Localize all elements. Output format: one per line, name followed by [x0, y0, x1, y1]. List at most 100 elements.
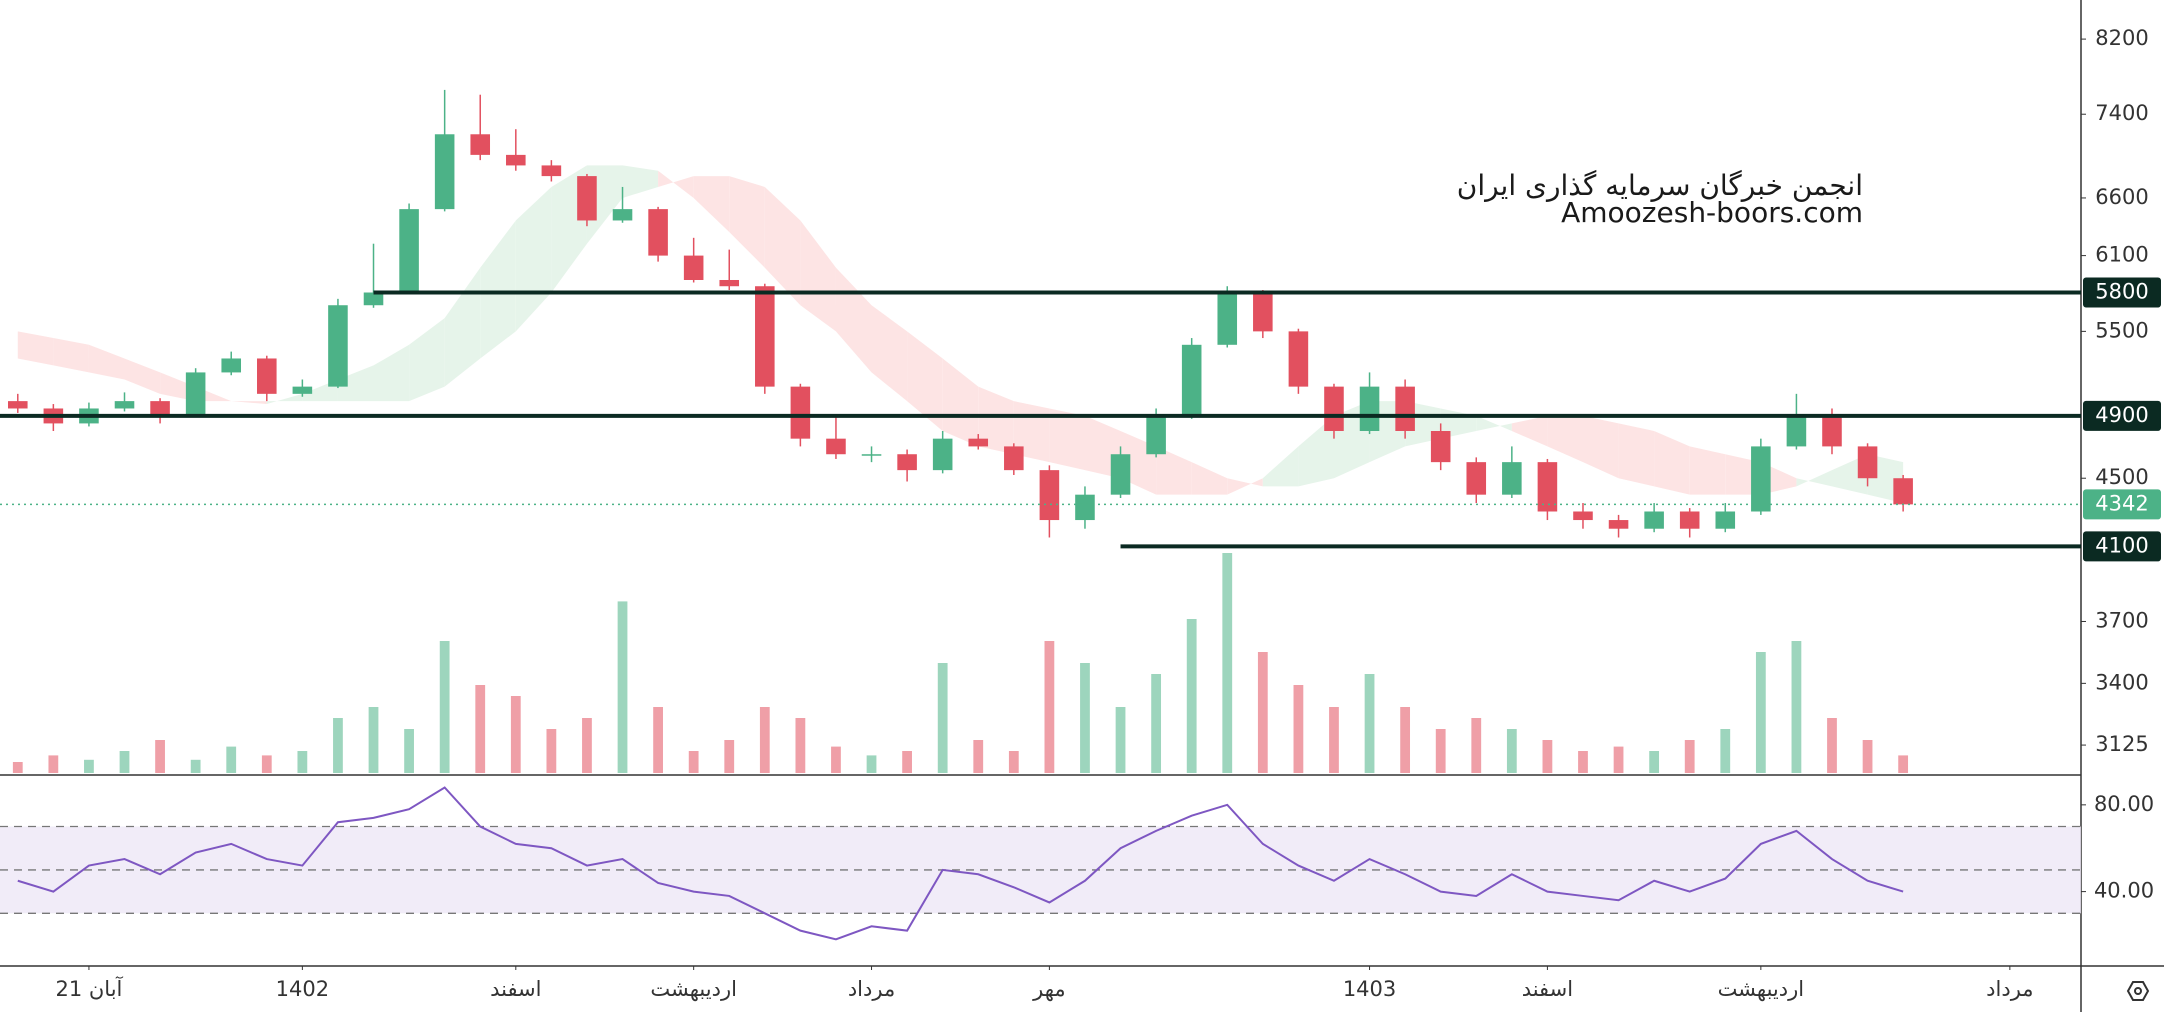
cloud-segment	[337, 365, 374, 402]
candle-body	[826, 438, 846, 455]
volume-bar	[1720, 729, 1731, 773]
cloud-segment	[124, 358, 161, 394]
x-tick-label: مرداد	[848, 977, 895, 1001]
volume-bar	[653, 707, 663, 773]
volume-bar	[1471, 718, 1482, 773]
candle-body	[363, 292, 384, 306]
y-tick-label: 7400	[2095, 101, 2148, 125]
candle-body	[1893, 478, 1913, 505]
cloud-segment	[1796, 470, 1832, 487]
level-label-box	[2083, 277, 2161, 308]
candle-body	[1466, 462, 1487, 495]
volume-bar	[261, 755, 272, 773]
volume-bar	[1222, 553, 1233, 773]
volume-bar	[1898, 755, 1909, 773]
volume-bar	[1649, 751, 1660, 773]
x-tick-label: 1403	[1343, 977, 1396, 1001]
cloud-segment	[231, 401, 267, 405]
volume-bar	[1684, 740, 1695, 773]
volume-bar	[617, 601, 628, 773]
volume-bar	[119, 751, 130, 773]
candle-body	[1751, 446, 1771, 512]
watermark: انجمن خبرگان سرمایه گذاری ایران	[1457, 169, 1863, 202]
candle-body	[1679, 511, 1700, 529]
cloud-segment	[1262, 446, 1299, 487]
volume-bar	[1755, 652, 1766, 773]
candle-body	[1039, 470, 1060, 521]
volume-bar	[1506, 729, 1517, 773]
x-tick-label: 1402	[276, 977, 329, 1001]
candle-body	[1181, 344, 1202, 416]
candle-body	[541, 165, 562, 177]
volume-bar	[1364, 674, 1375, 773]
candle-body	[932, 438, 953, 471]
settings-icon-dot	[2134, 987, 2142, 995]
volume-bar	[297, 751, 308, 773]
volume-bar	[937, 663, 948, 773]
candle-body	[257, 358, 277, 394]
candle-body	[790, 386, 811, 439]
watermark: Amoozesh-boors.com	[1561, 196, 1863, 229]
candle-body	[1822, 415, 1842, 447]
cloud-segment	[764, 186, 801, 306]
y-tick-label: 4500	[2095, 465, 2148, 489]
volume-bar	[1115, 707, 1126, 773]
candle-body	[1146, 415, 1166, 455]
volume-bar	[902, 751, 912, 773]
x-tick-label: اردیبهشت	[650, 977, 737, 1001]
candle-body	[292, 386, 313, 394]
candle-body	[114, 401, 135, 409]
candle-body	[150, 401, 170, 416]
cloud-segment	[658, 170, 694, 198]
volume-bar	[155, 740, 165, 773]
cloud-segment	[480, 220, 516, 359]
candle-body	[434, 134, 455, 210]
volume-bar	[1435, 729, 1446, 773]
candle-body	[1253, 292, 1273, 332]
volume-bar	[688, 751, 699, 773]
cloud-segment	[942, 358, 979, 447]
candle-body	[1359, 386, 1380, 431]
volume-bar	[48, 755, 59, 773]
cloud-segment	[693, 176, 730, 232]
y-tick-label: 8200	[2095, 26, 2148, 50]
cloud-segment	[373, 344, 410, 402]
volume-bar	[1400, 707, 1411, 773]
cloud-segment	[444, 267, 481, 387]
cloud-segment	[88, 344, 125, 380]
cloud-segment	[1654, 430, 1690, 495]
volume-bar	[831, 746, 841, 773]
settings-icon[interactable]	[2126, 981, 2150, 1001]
volume-bar	[190, 759, 201, 773]
volume-bar	[1044, 641, 1055, 773]
volume-bar	[439, 641, 450, 773]
cloud-segment	[622, 165, 659, 198]
volume-bar	[724, 740, 735, 773]
candle-body	[1004, 446, 1024, 471]
volume-bar	[1257, 652, 1268, 773]
cloud-segment	[515, 186, 552, 332]
level-label-box	[2083, 531, 2161, 562]
level-label: 4100	[2095, 533, 2148, 557]
candle-body	[185, 372, 206, 416]
rsi-tick-label: 80.00	[2094, 792, 2154, 816]
candle-body	[1786, 415, 1807, 447]
volume-bar	[510, 696, 521, 773]
candle-body	[612, 209, 633, 221]
x-tick-label: مرداد	[1986, 977, 2033, 1001]
volume-bar	[1008, 751, 1019, 773]
candle-body	[328, 305, 348, 387]
volume-bar	[973, 740, 984, 773]
volume-bar	[795, 718, 806, 773]
cloud-segment	[907, 331, 943, 431]
level-label-box	[2083, 400, 2161, 431]
volume-bar	[1329, 707, 1339, 773]
candle-body	[1324, 386, 1344, 431]
volume-bar	[1827, 718, 1837, 773]
volume-bar	[368, 707, 379, 773]
x-tick-label: اردیبهشت	[1718, 977, 1805, 1001]
cloud-segment	[53, 338, 89, 373]
y-tick-label: 3700	[2095, 608, 2148, 632]
volume-bar	[1151, 674, 1162, 773]
